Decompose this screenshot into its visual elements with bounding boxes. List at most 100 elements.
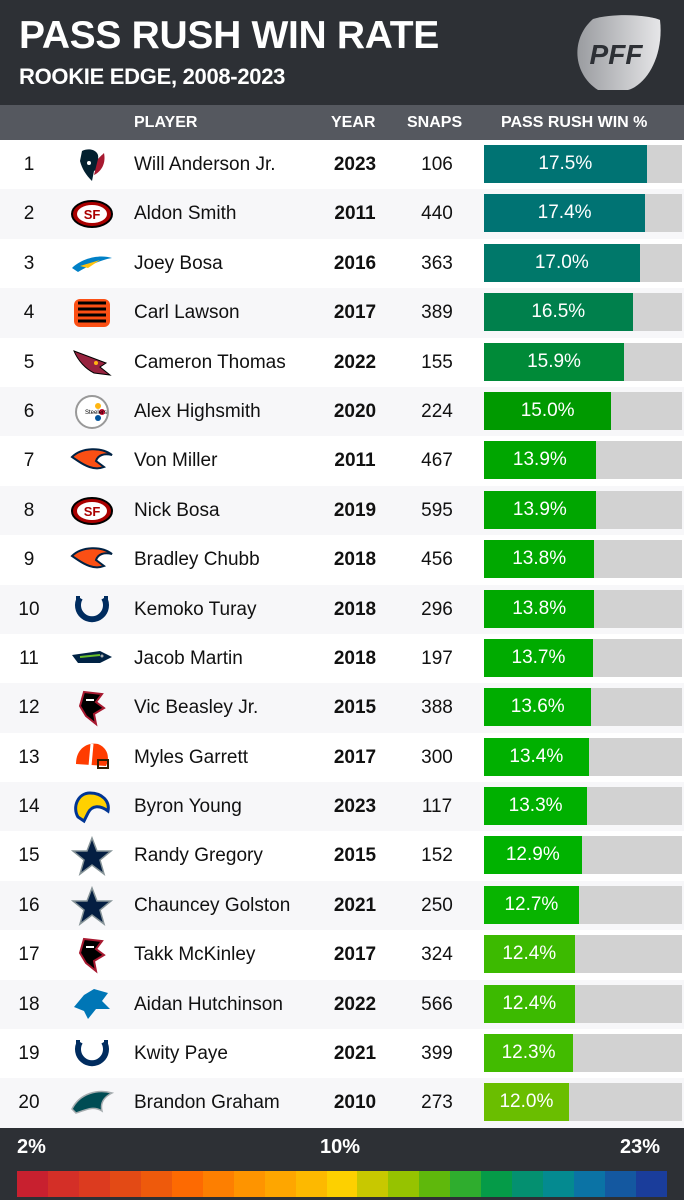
player-name: Will Anderson Jr. <box>134 154 276 175</box>
table-row: 3 Joey Bosa 2016 363 17.0% <box>0 238 684 289</box>
column-snaps: SNAPS <box>407 114 463 131</box>
snaps: 155 <box>421 351 453 373</box>
legend-swatch <box>357 1171 389 1197</box>
rank: 12 <box>18 697 40 719</box>
pff-logo-icon: PFF <box>577 15 661 90</box>
snaps: 389 <box>421 302 453 324</box>
player-name: Nick Bosa <box>134 499 220 521</box>
legend-swatch <box>171 1171 203 1197</box>
table-body: 1 Will Anderson Jr. 2023 106 17.5% 2 SF Aldon S… <box>0 140 684 1128</box>
legend-swatch <box>109 1171 141 1197</box>
year: 2020 <box>333 400 377 422</box>
legend-color-scale <box>17 1171 668 1197</box>
win-rate-bar: 13.9% <box>484 490 596 529</box>
win-rate-bar-track: 12.0% <box>484 1083 682 1122</box>
legend-swatch <box>202 1171 234 1197</box>
svg-text:PFF: PFF <box>590 39 644 70</box>
snaps: 197 <box>421 647 453 669</box>
win-rate-bar-track: 15.9% <box>484 342 682 381</box>
rank: 10 <box>18 598 40 620</box>
player-name: Joey Bosa <box>134 252 223 274</box>
rank: 6 <box>23 400 35 422</box>
player-name: Cameron Thomas <box>134 351 286 373</box>
legend-swatch <box>78 1171 110 1197</box>
win-rate-label: 13.9% <box>512 449 567 471</box>
win-rate-bar-track: 17.4% <box>484 194 682 233</box>
win-rate-bar: 12.9% <box>484 836 582 875</box>
legend-min-label: 2% <box>17 1136 46 1158</box>
eagles-logo-icon <box>71 1091 114 1115</box>
rams-logo-icon <box>74 791 110 824</box>
year: 2023 <box>333 154 377 175</box>
table-row: 15 Randy Gregory 2015 152 12.9% <box>0 831 684 881</box>
year: 2018 <box>333 549 377 571</box>
year: 2018 <box>333 647 377 669</box>
rank: 19 <box>18 1043 40 1065</box>
win-rate-bar-track: 12.4% <box>484 935 682 974</box>
table-row: 7 Von Miller 2011 467 13.9% <box>0 436 684 486</box>
chargers-logo-icon <box>72 256 112 272</box>
browns-logo-icon <box>76 743 109 769</box>
player-name: Aidan Hutchinson <box>134 993 283 1015</box>
legend-max-label: 23% <box>620 1136 661 1158</box>
legend-swatch <box>388 1171 420 1197</box>
win-rate-label: 15.9% <box>527 350 581 372</box>
cardinals-logo-icon <box>73 349 112 376</box>
win-rate-bar-track: 13.6% <box>484 688 682 727</box>
player-name: Myles Garrett <box>134 746 249 768</box>
rank: 1 <box>23 154 35 175</box>
player-name: Aldon Smith <box>134 203 237 225</box>
table-row: 9 Bradley Chubb 2018 456 13.8% <box>0 535 684 585</box>
legend-swatch <box>481 1171 513 1197</box>
win-rate-label: 13.4% <box>509 745 564 767</box>
win-rate-bar-track: 12.3% <box>484 1034 682 1073</box>
legend-swatch <box>264 1171 296 1197</box>
win-rate-label: 16.5% <box>531 301 586 323</box>
rank: 18 <box>18 993 40 1015</box>
win-rate-bar-track: 13.9% <box>484 441 682 480</box>
year: 2022 <box>333 993 377 1015</box>
win-rate-bar: 12.4% <box>484 984 575 1023</box>
legend-swatch <box>140 1171 172 1197</box>
win-rate-bar-track: 13.7% <box>484 638 682 677</box>
player-name: Vic Beasley Jr. <box>134 697 259 719</box>
svg-text:SF: SF <box>84 207 101 222</box>
rank: 5 <box>23 351 35 373</box>
rank: 17 <box>18 944 40 966</box>
table-row: 11 Jacob Martin 2018 197 13.7% <box>0 633 684 684</box>
win-rate-bar-track: 13.4% <box>484 737 682 776</box>
win-rate-bar-track: 12.9% <box>484 836 682 875</box>
win-rate-bar: 16.5% <box>484 293 633 332</box>
year: 2017 <box>333 746 377 768</box>
player-name: Jacob Martin <box>134 647 243 669</box>
player-name: Bradley Chubb <box>134 549 260 571</box>
rank: 8 <box>23 499 35 521</box>
seahawks-logo-icon <box>72 650 112 663</box>
win-rate-label: 12.9% <box>505 844 560 866</box>
win-rate-bar-track: 12.4% <box>484 984 682 1023</box>
player-name: Alex Highsmith <box>134 400 261 422</box>
rank: 7 <box>23 450 35 472</box>
snaps: 106 <box>421 154 453 175</box>
snaps: 399 <box>421 1043 453 1065</box>
svg-text:SF: SF <box>84 504 101 519</box>
legend-swatch <box>636 1171 668 1197</box>
color-legend: 2% 10% 23% <box>0 1128 684 1200</box>
year: 2022 <box>333 351 377 373</box>
49ers-logo-icon: SF <box>71 200 113 229</box>
table-row: 2 SF Aldon Smith 2011 440 17.4% <box>0 189 684 239</box>
table-row: 8 SF Nick Bosa 2019 595 13.9% <box>0 485 684 536</box>
cowboys-logo-icon <box>70 885 114 926</box>
bengals-logo-icon <box>74 299 110 328</box>
win-rate-bar: 13.3% <box>484 787 588 826</box>
legend-swatch <box>233 1171 265 1197</box>
rank: 14 <box>18 796 40 818</box>
snaps: 388 <box>421 697 453 719</box>
snaps: 440 <box>421 203 453 225</box>
year: 2011 <box>334 450 376 472</box>
year: 2015 <box>333 697 377 719</box>
win-rate-bar-track: 17.5% <box>484 145 682 183</box>
table-row: 20 Brandon Graham 2010 273 12.0% <box>0 1078 684 1128</box>
lions-logo-icon <box>74 988 110 1019</box>
table-row: 1 Will Anderson Jr. 2023 106 17.5% <box>0 140 684 190</box>
